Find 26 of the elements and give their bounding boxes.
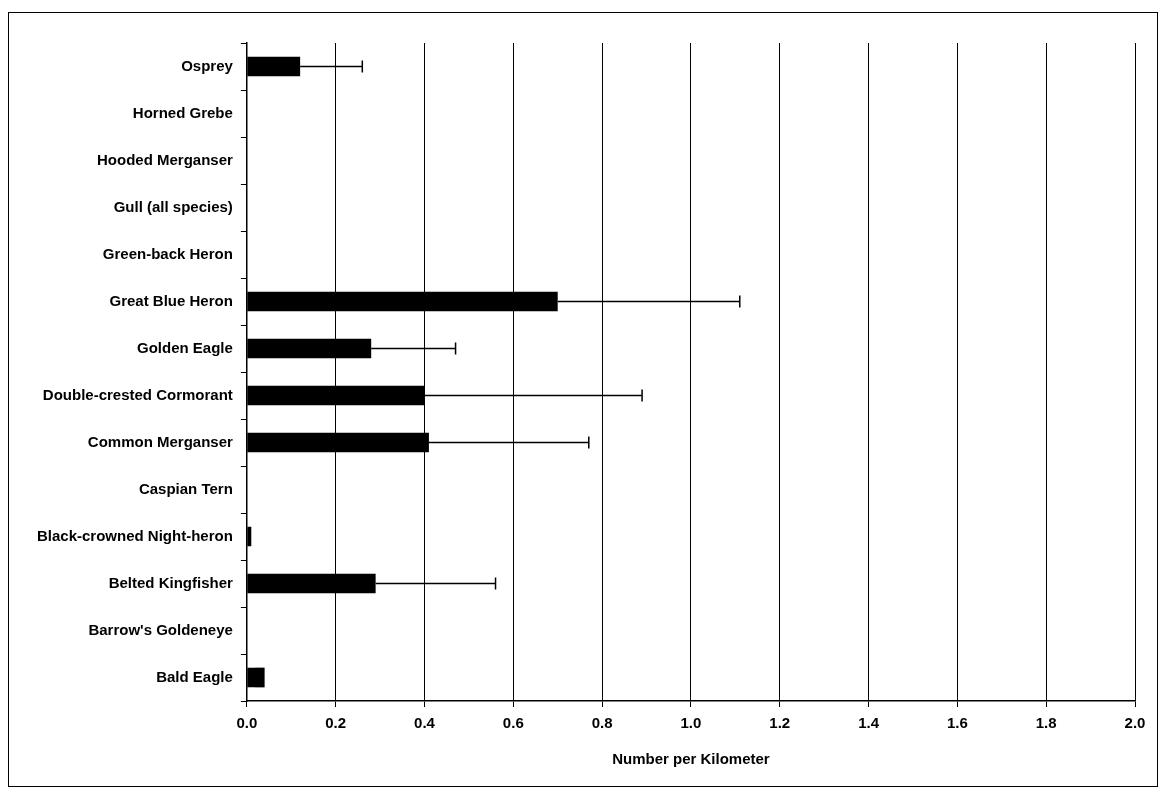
x-tick-label: 0.4 bbox=[414, 714, 436, 732]
y-tick-label: Belted Kingfisher bbox=[108, 573, 234, 591]
x-axis-title: Number per Kilometer bbox=[612, 750, 770, 768]
y-tick-label: Green-back Heron bbox=[102, 244, 233, 262]
x-tick-label: 1.2 bbox=[769, 714, 791, 732]
y-tick-label: Barrow's Goldeneye bbox=[88, 620, 233, 638]
x-tick-label: 1.4 bbox=[858, 714, 880, 732]
y-tick-label: Hooded Merganser bbox=[96, 150, 234, 168]
y-tick-label: Bald Eagle bbox=[156, 667, 233, 685]
y-tick-label: Double-crested Cormorant bbox=[42, 385, 233, 403]
y-tick-label: Gull (all species) bbox=[113, 197, 233, 215]
x-tick-label: 0.6 bbox=[502, 714, 524, 732]
x-tick-label: 1.6 bbox=[946, 714, 968, 732]
y-tick-label: Common Merganser bbox=[87, 432, 234, 450]
y-tick-label: Great Blue Heron bbox=[109, 291, 233, 309]
x-tick-label: 0.8 bbox=[591, 714, 613, 732]
y-tick-label: Osprey bbox=[181, 56, 234, 74]
x-tick-label: 1.0 bbox=[680, 714, 702, 732]
y-tick-label: Black-crowned Night-heron bbox=[36, 526, 233, 544]
y-tick-label: Golden Eagle bbox=[136, 338, 233, 356]
y-tick-label: Caspian Tern bbox=[138, 479, 233, 497]
x-tick-label: 2.0 bbox=[1124, 714, 1146, 732]
x-tick-label: 0.0 bbox=[236, 714, 258, 732]
y-tick-label: Horned Grebe bbox=[132, 103, 233, 121]
x-tick-label: 0.2 bbox=[325, 714, 347, 732]
x-tick-label: 1.8 bbox=[1035, 714, 1057, 732]
